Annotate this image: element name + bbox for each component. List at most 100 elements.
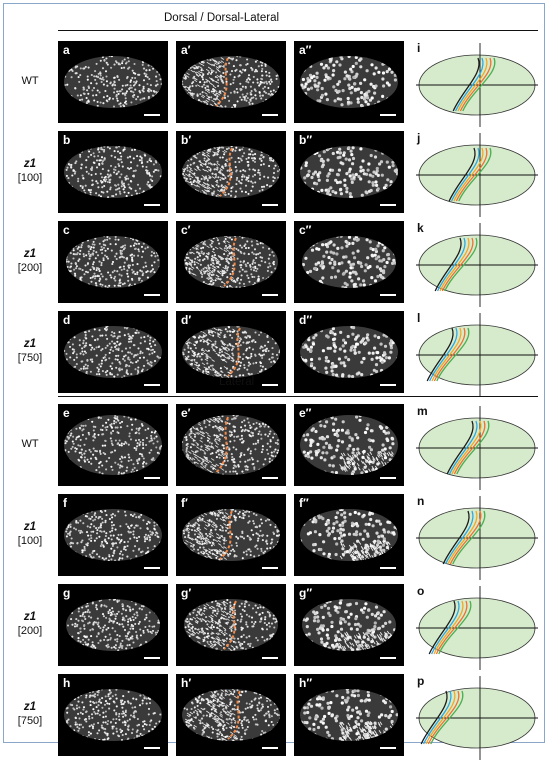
scale-bar [380,567,396,569]
panel-label: e [63,406,70,420]
scale-bar [262,204,278,206]
scale-bar [144,114,160,116]
micrograph-panel: d [58,311,168,393]
boundary-tracing-panel: l [414,311,540,393]
panel-label: n [417,494,424,508]
scale-bar [144,477,160,479]
scale-bar [380,384,396,386]
condition-label: WT [21,438,38,450]
panel-label: c″ [299,223,311,237]
micrograph-panel: e [58,404,168,486]
micrograph-panel: d″ [294,311,404,393]
row-label: z1[100] [6,157,54,185]
boundary-tracing-panel: i [414,41,540,123]
panel-label: g [63,586,70,600]
panel-label: h [63,676,70,690]
scale-bar [262,384,278,386]
panel-label: m [417,404,428,418]
panel-label: a″ [299,43,311,57]
scale-bar [262,567,278,569]
micrograph-panel: b′ [176,131,286,213]
scale-bar [144,747,160,749]
panel-label: k [417,221,424,235]
micrograph-panel: g′ [176,584,286,666]
micrograph-panel: g″ [294,584,404,666]
panel-label: a [63,43,70,57]
panel-label: d [63,313,70,327]
panel-label: e′ [181,406,191,420]
panel-label: a′ [181,43,191,57]
boundary-tracing-panel: j [414,131,540,213]
scale-bar [144,294,160,296]
scale-bar [262,747,278,749]
genotype-label: z1 [6,700,54,714]
panel-label: l [417,311,420,325]
panel-label: d′ [181,313,191,327]
micrograph-panel: b [58,131,168,213]
panel-label: j [417,131,420,145]
row-label: WT [6,74,54,88]
scale-bar [144,657,160,659]
section-title: Dorsal / Dorsal-Lateral [164,12,279,24]
condition-label: WT [21,75,38,87]
panel-label: b′ [181,133,191,147]
condition-label: [200] [18,262,42,274]
row-label: z1[200] [6,247,54,275]
scale-bar [380,294,396,296]
panel-label: b [63,133,70,147]
condition-label: [100] [18,535,42,547]
genotype-label: z1 [6,337,54,351]
panel-label: f [63,496,67,510]
micrograph-panel: a″ [294,41,404,123]
row-label: z1[750] [6,700,54,728]
scale-bar [380,657,396,659]
scale-bar [380,747,396,749]
scale-bar [144,204,160,206]
micrograph-panel: c′ [176,221,286,303]
boundary-tracing-panel: m [414,404,540,486]
genotype-label: z1 [6,247,54,261]
micrograph-panel: a [58,41,168,123]
row-label: z1[200] [6,610,54,638]
micrograph-panel: h″ [294,674,404,756]
micrograph-panel: e′ [176,404,286,486]
section-rule [58,30,538,31]
row-label: z1[750] [6,337,54,365]
micrograph-panel: h′ [176,674,286,756]
row-label: z1[100] [6,520,54,548]
micrograph-panel: h [58,674,168,756]
micrograph-panel: e″ [294,404,404,486]
scale-bar [262,657,278,659]
panel-label: f′ [181,496,188,510]
condition-label: [750] [18,715,42,727]
genotype-label: z1 [6,610,54,624]
panel-label: p [417,674,424,688]
scale-bar [380,477,396,479]
boundary-tracing-panel: k [414,221,540,303]
genotype-label: z1 [6,520,54,534]
micrograph-panel: b″ [294,131,404,213]
micrograph-panel: f′ [176,494,286,576]
panel-label: e″ [299,406,311,420]
condition-label: [750] [18,352,42,364]
panel-label: o [417,584,424,598]
section-rule [58,396,538,397]
panel-label: c [63,223,70,237]
boundary-tracing-panel: p [414,674,540,756]
scale-bar [262,477,278,479]
panel-label: f″ [299,496,309,510]
panel-label: g″ [299,586,312,600]
micrograph-panel: a′ [176,41,286,123]
panel-label: h″ [299,676,312,690]
condition-label: [200] [18,625,42,637]
condition-label: [100] [18,172,42,184]
micrograph-panel: g [58,584,168,666]
scale-bar [262,114,278,116]
scale-bar [380,114,396,116]
row-label: WT [6,437,54,451]
boundary-tracing-panel: o [414,584,540,666]
panel-label: d″ [299,313,312,327]
section-title: Lateral [219,376,254,388]
panel-label: b″ [299,133,312,147]
